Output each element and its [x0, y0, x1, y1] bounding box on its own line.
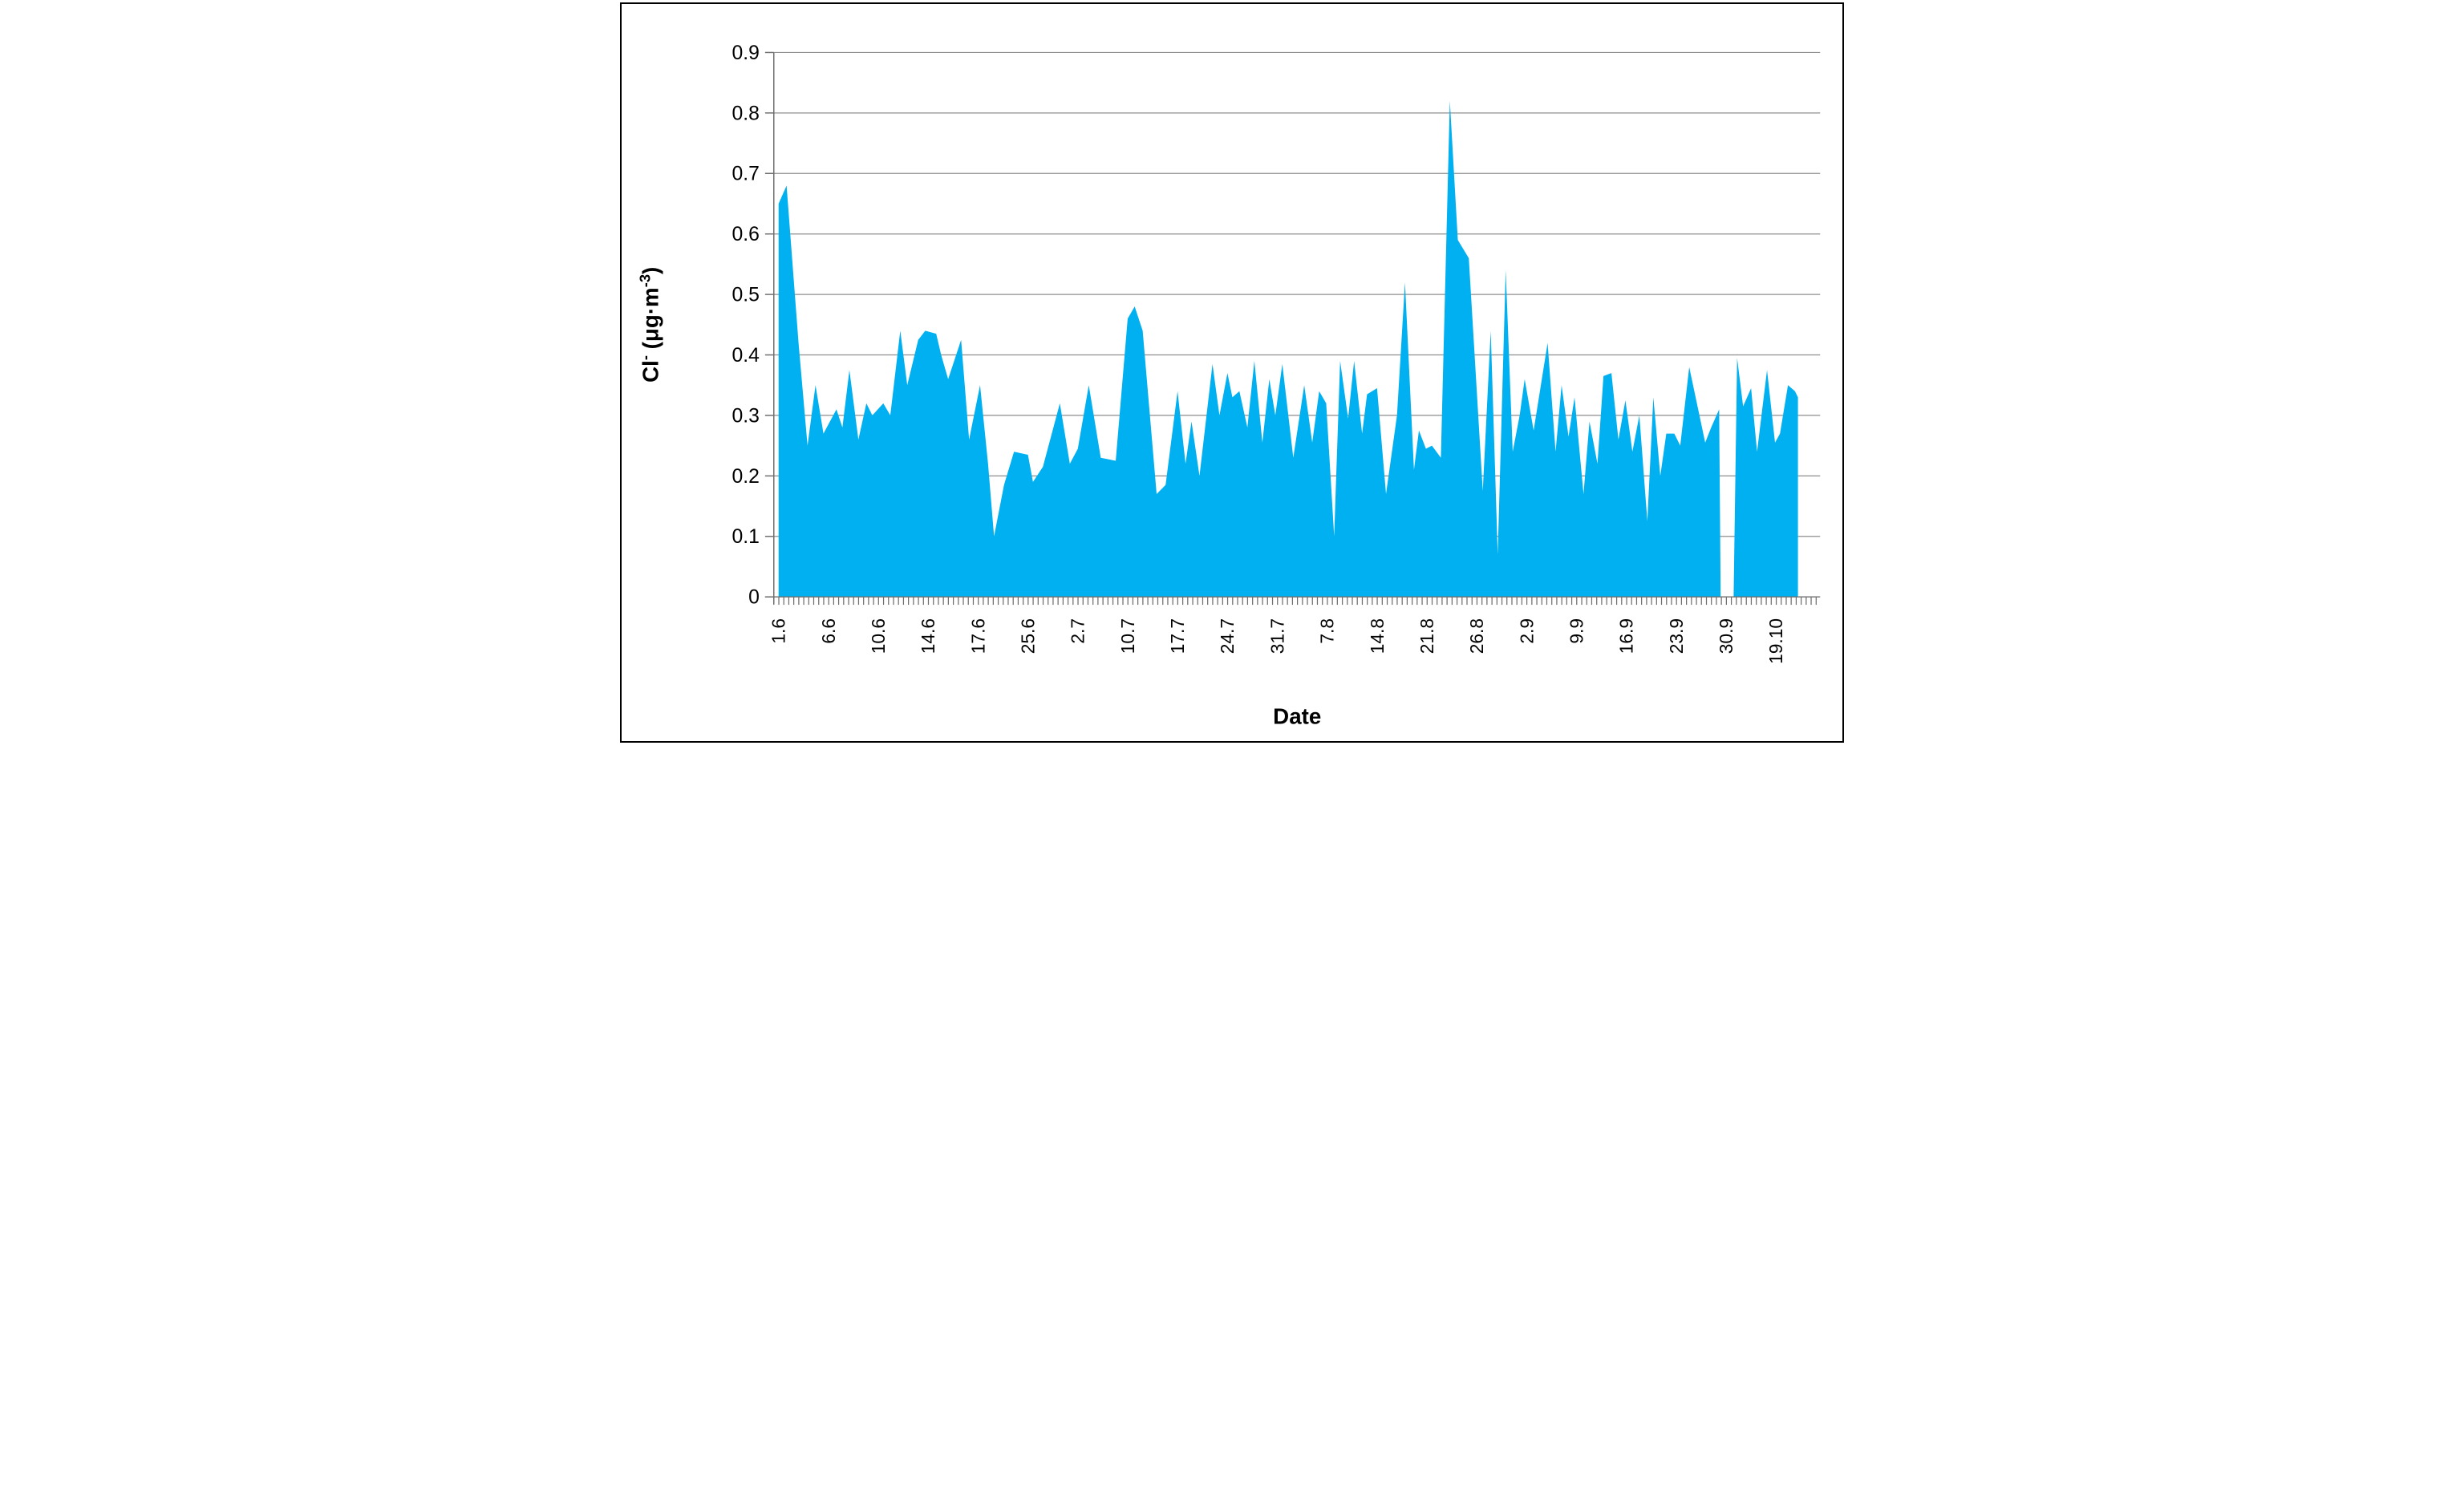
y-title-unit-sup: -3: [637, 274, 654, 287]
y-tick-label: 0: [748, 587, 760, 609]
y-tick-label: 0.7: [732, 164, 759, 185]
x-tick-label: 19.10: [1765, 618, 1786, 664]
y-tick-label: 0.4: [732, 345, 760, 367]
x-tick-label: 10.6: [868, 618, 889, 654]
x-tick-label: 2.7: [1068, 618, 1088, 644]
x-tick-label: 1.6: [768, 618, 789, 644]
area-fill: [778, 100, 1798, 598]
y-tick-label: 0.1: [732, 526, 759, 548]
x-tick-label: 6.6: [818, 618, 839, 644]
x-tick-label: 14.6: [918, 618, 938, 654]
x-tick-label: 23.9: [1666, 618, 1687, 654]
y-axis: 0 0.1 0.2 0.3 0.4 0.5 0.6 0.7 0.8 0.9: [732, 43, 775, 609]
y-tick-label: 0.2: [732, 466, 759, 488]
x-axis: 1.6 6.6 10.6 14.6 17.6 25.6 2.7 10.7 17.7 24.7 31.…: [764, 596, 1821, 664]
y-tick-label: 0.6: [732, 224, 759, 245]
x-tick-label: 24.7: [1217, 618, 1238, 654]
y-title-base: Cl: [638, 360, 663, 383]
x-tick-label: 14.8: [1367, 618, 1388, 654]
x-tick-label: 17.6: [967, 618, 988, 654]
y-title-unit-close: ): [638, 267, 663, 274]
y-title-unit: (μg·m: [638, 287, 663, 355]
x-tick-label: 31.7: [1266, 618, 1287, 654]
area-chart: 1.6 6.6 10.6 14.6 17.6 25.6 2.7 10.7 17.7 24.7 31.…: [637, 43, 1821, 729]
y-title-base-sup: -: [637, 355, 654, 360]
x-tick-label: 9.9: [1566, 618, 1587, 644]
x-tick-label: 16.9: [1616, 618, 1637, 654]
x-tick-label: 7.8: [1317, 618, 1338, 644]
x-tick-label: 30.9: [1716, 618, 1737, 654]
y-tick-label: 0.8: [732, 103, 759, 124]
y-tick-label: 0.5: [732, 285, 759, 306]
x-tick-label: 25.6: [1018, 618, 1039, 654]
x-axis-title: Date: [1273, 704, 1321, 729]
y-tick-label: 0.9: [732, 43, 759, 64]
figure-container: 1.6 6.6 10.6 14.6 17.6 25.6 2.7 10.7 17.7 24.7 31.…: [620, 2, 1844, 743]
area-series: [778, 100, 1798, 598]
x-tick-label: 2.9: [1516, 618, 1537, 644]
x-tick-label: 17.7: [1167, 618, 1188, 654]
x-tick-label: 10.7: [1117, 618, 1138, 654]
y-tick-label: 0.3: [732, 405, 759, 427]
y-axis-title: Cl- (μg·m-3): [637, 267, 663, 383]
x-tick-label: 21.8: [1416, 618, 1437, 654]
x-tick-label: 26.8: [1466, 618, 1487, 654]
